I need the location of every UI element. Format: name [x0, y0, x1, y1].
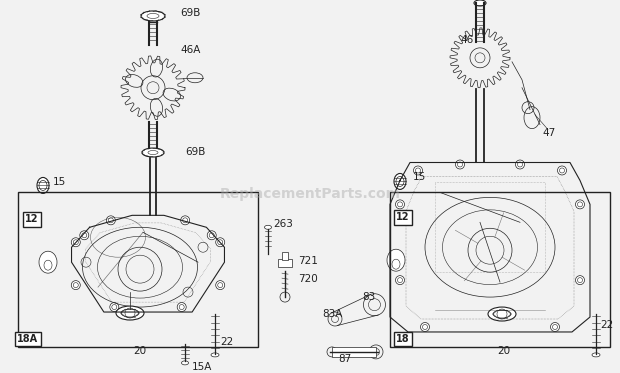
Text: 12: 12 — [396, 212, 410, 222]
Ellipse shape — [592, 353, 600, 357]
Text: 47: 47 — [542, 128, 556, 138]
Text: 46: 46 — [460, 35, 473, 45]
Text: 83: 83 — [362, 292, 375, 302]
Circle shape — [80, 231, 89, 240]
Circle shape — [458, 162, 463, 167]
Circle shape — [216, 238, 224, 247]
Text: 83A: 83A — [322, 309, 342, 319]
Text: 721: 721 — [298, 256, 318, 266]
Text: 46A: 46A — [180, 45, 200, 55]
Circle shape — [112, 305, 117, 310]
Circle shape — [183, 218, 188, 223]
Ellipse shape — [121, 309, 139, 317]
Bar — [390, 192, 610, 347]
Ellipse shape — [493, 310, 511, 318]
Circle shape — [73, 283, 78, 288]
Ellipse shape — [524, 107, 540, 129]
Circle shape — [207, 231, 216, 240]
Circle shape — [420, 323, 430, 332]
Ellipse shape — [394, 173, 406, 189]
Circle shape — [551, 323, 559, 332]
Text: 20: 20 — [133, 346, 146, 356]
Ellipse shape — [141, 11, 165, 21]
Circle shape — [73, 240, 78, 245]
Circle shape — [577, 202, 583, 207]
Ellipse shape — [39, 181, 47, 190]
Bar — [278, 259, 292, 267]
Circle shape — [396, 276, 404, 285]
Ellipse shape — [211, 353, 219, 357]
Text: ReplacementParts.com: ReplacementParts.com — [219, 187, 401, 201]
Circle shape — [397, 278, 402, 283]
Circle shape — [71, 280, 80, 289]
Circle shape — [456, 160, 464, 169]
Bar — [18, 192, 258, 347]
Circle shape — [108, 218, 113, 223]
Ellipse shape — [488, 307, 516, 321]
Circle shape — [415, 168, 420, 173]
Circle shape — [209, 233, 215, 238]
Circle shape — [110, 303, 119, 311]
Ellipse shape — [151, 98, 162, 116]
Ellipse shape — [396, 176, 404, 186]
Ellipse shape — [39, 251, 57, 273]
Ellipse shape — [265, 225, 272, 229]
Bar — [282, 252, 288, 260]
Circle shape — [71, 238, 80, 247]
Circle shape — [82, 233, 87, 238]
Circle shape — [177, 303, 186, 311]
Ellipse shape — [163, 88, 180, 101]
Text: 263: 263 — [273, 219, 293, 229]
Bar — [435, 182, 545, 272]
Text: 12: 12 — [25, 214, 38, 224]
Ellipse shape — [187, 73, 203, 83]
Ellipse shape — [37, 178, 49, 194]
Circle shape — [218, 283, 223, 288]
Circle shape — [515, 160, 525, 169]
Ellipse shape — [392, 259, 400, 269]
Text: 18A: 18A — [17, 334, 38, 344]
Circle shape — [107, 216, 115, 225]
Ellipse shape — [182, 361, 188, 365]
Ellipse shape — [387, 249, 405, 271]
Text: 22: 22 — [600, 320, 613, 330]
Circle shape — [575, 200, 585, 209]
Text: 720: 720 — [298, 274, 317, 284]
Ellipse shape — [151, 59, 162, 77]
Text: 15A: 15A — [192, 362, 213, 372]
Circle shape — [396, 200, 404, 209]
Circle shape — [179, 305, 184, 310]
Circle shape — [397, 202, 402, 207]
Circle shape — [552, 325, 557, 329]
Circle shape — [216, 280, 224, 289]
Ellipse shape — [147, 13, 159, 18]
Text: 18: 18 — [396, 334, 410, 344]
Circle shape — [575, 276, 585, 285]
Text: 69B: 69B — [180, 8, 200, 18]
Bar — [332, 347, 376, 357]
Ellipse shape — [142, 148, 164, 157]
Ellipse shape — [148, 151, 158, 154]
Text: 69B: 69B — [185, 147, 205, 157]
Circle shape — [422, 325, 428, 329]
Circle shape — [414, 166, 422, 175]
Circle shape — [518, 162, 523, 167]
Circle shape — [180, 216, 190, 225]
Text: 20: 20 — [497, 346, 510, 356]
Ellipse shape — [125, 75, 143, 87]
Text: 15: 15 — [53, 178, 66, 188]
Ellipse shape — [44, 260, 52, 270]
Ellipse shape — [116, 306, 144, 320]
Circle shape — [557, 166, 567, 175]
Circle shape — [559, 168, 564, 173]
Circle shape — [577, 278, 583, 283]
Text: 22: 22 — [220, 337, 233, 347]
Text: 87: 87 — [338, 354, 352, 364]
Text: 15: 15 — [413, 172, 427, 182]
Circle shape — [218, 240, 223, 245]
Ellipse shape — [474, 0, 486, 6]
